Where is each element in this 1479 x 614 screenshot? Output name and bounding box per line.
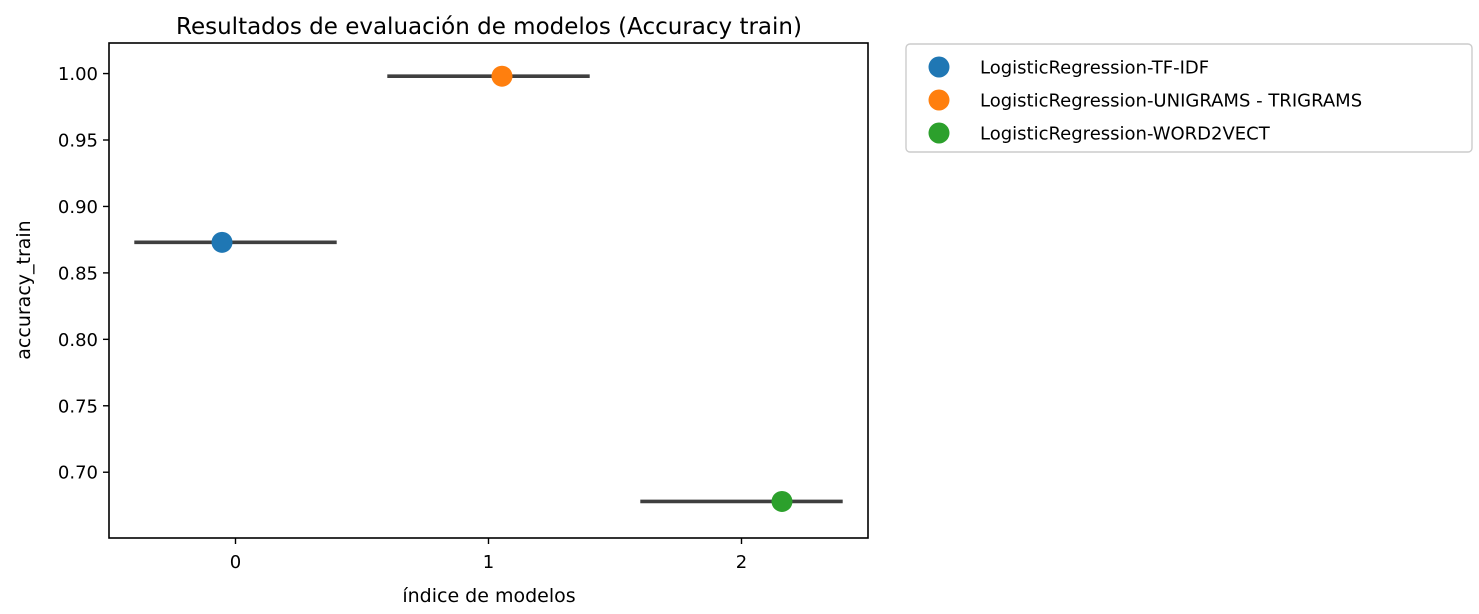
y-axis-label: accuracy_train — [13, 220, 35, 359]
x-tick-label: 1 — [483, 552, 494, 573]
data-point — [491, 65, 513, 87]
y-axis-ticks: 0.70 0.75 0.80 0.85 0.90 0.95 1.00 — [58, 64, 109, 484]
chart-title: Resultados de evaluación de modelos (Acc… — [176, 14, 802, 40]
legend-frame — [905, 43, 1473, 153]
legend-marker — [928, 89, 950, 111]
legend: LogisticRegression-TF-IDF LogisticRegress… — [905, 43, 1473, 153]
plot-area — [109, 43, 868, 538]
x-axis-ticks: 0 1 2 — [230, 538, 747, 573]
y-tick-label: 0.80 — [58, 330, 98, 351]
legend-label: LogisticRegression-TF-IDF — [980, 58, 1209, 79]
y-tick-label: 1.00 — [58, 64, 98, 85]
y-tick-label: 0.75 — [58, 396, 98, 417]
legend-marker — [928, 122, 950, 144]
data-marks — [134, 65, 843, 512]
legend-marker — [928, 56, 950, 78]
y-tick-label: 0.95 — [58, 131, 98, 152]
y-tick-label: 0.85 — [58, 263, 98, 284]
legend-label: LogisticRegression-UNIGRAMS - TRIGRAMS — [980, 91, 1362, 112]
x-axis-label: índice de modelos — [402, 585, 575, 607]
legend-label: LogisticRegression-WORD2VECT — [980, 124, 1271, 145]
y-tick-label: 0.90 — [58, 197, 98, 218]
x-tick-label: 2 — [736, 552, 747, 573]
data-point — [771, 490, 793, 512]
y-tick-label: 0.70 — [58, 463, 98, 484]
data-point — [211, 231, 233, 253]
x-tick-label: 0 — [230, 552, 241, 573]
